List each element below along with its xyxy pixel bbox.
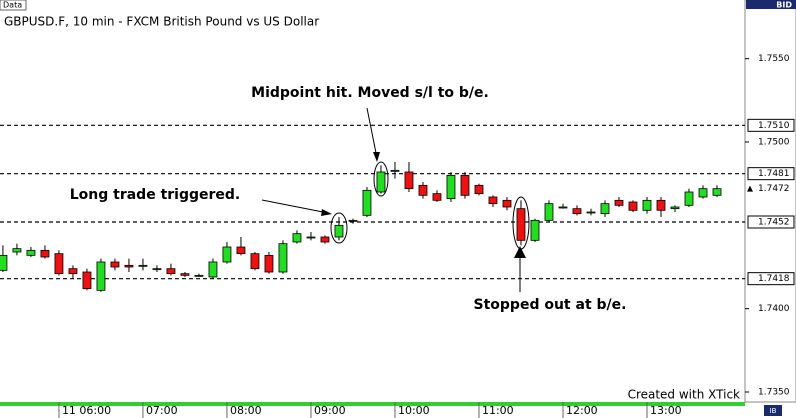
chart-title: GBPUSD.F, 10 min - FXCM British Pound vs… <box>4 15 319 29</box>
highlight-ellipse <box>330 212 348 244</box>
candle-body <box>68 268 78 275</box>
candle-body <box>0 254 8 271</box>
candle-body <box>586 211 596 214</box>
arrow <box>261 199 329 214</box>
candle-body <box>600 203 610 215</box>
level-label: 1.7481 <box>758 169 790 179</box>
candle-body <box>614 199 624 206</box>
x-tick-label: 12:00 <box>566 404 598 417</box>
arrow-head <box>321 209 332 216</box>
candle-body <box>432 193 442 201</box>
candle-body <box>418 184 428 196</box>
last-price-marker <box>747 185 753 192</box>
y-tick-label: 1.7500 <box>758 138 790 148</box>
arrow-head <box>514 246 526 258</box>
x-tick-label: 13:00 <box>650 404 682 417</box>
logo-box <box>764 405 782 416</box>
candle-body <box>656 199 666 211</box>
candle-body <box>628 201 638 211</box>
candle-body <box>572 208 582 215</box>
x-tick-label: 09:00 <box>314 404 346 417</box>
price-type-box <box>746 0 796 9</box>
candle-body <box>446 174 456 200</box>
credit: Created with XTick <box>628 388 740 402</box>
candle-body <box>96 261 106 291</box>
x-tick-label: 07:00 <box>146 404 178 417</box>
candle-body <box>236 246 246 255</box>
last-price-box <box>747 182 795 196</box>
candle-body <box>110 261 120 268</box>
candle-body <box>698 188 708 198</box>
candle-body <box>124 264 134 268</box>
y-tick-label: 1.7550 <box>758 54 790 64</box>
x-tick-label: 11 06:00 <box>62 404 111 417</box>
time-axis-bar <box>0 402 745 406</box>
x-tick-label: 11:00 <box>482 404 514 417</box>
candle-body <box>348 219 358 222</box>
arrow <box>366 107 378 159</box>
y-tick-label: 1.7350 <box>758 388 790 398</box>
header-tab <box>0 0 27 11</box>
level-label-box <box>747 272 795 286</box>
annotation: Long trade triggered. <box>70 187 241 203</box>
candle-body <box>488 196 498 205</box>
level-label: 1.7418 <box>758 274 790 284</box>
candle-body <box>474 184 484 195</box>
x-tick-label: 10:00 <box>398 404 430 417</box>
level-label-box <box>747 215 795 229</box>
candle-body <box>222 246 232 263</box>
candle-body <box>334 224 344 238</box>
candle-body <box>362 189 372 216</box>
candle-body <box>208 261 218 278</box>
header-tab-label: Data <box>3 1 22 10</box>
candle-body <box>544 203 554 221</box>
level-label-box <box>747 118 795 132</box>
candle-body <box>642 199 652 211</box>
candle-body <box>516 208 526 241</box>
candle-body <box>502 199 512 208</box>
candle-body <box>376 171 386 193</box>
candle-body <box>278 243 288 273</box>
annotation: Midpoint hit. Moved s/l to b/e. <box>251 85 489 101</box>
candle-body <box>54 253 64 275</box>
price-axis-panel <box>744 0 796 403</box>
candle-body <box>152 268 162 271</box>
candle-body <box>684 191 694 206</box>
candle-body <box>320 236 330 243</box>
candle-body <box>712 188 722 196</box>
candle-body <box>264 254 274 273</box>
candle-body <box>460 174 470 196</box>
candle-body <box>670 206 680 210</box>
price-type: BID <box>776 1 792 10</box>
last-price-label: 1.7472 <box>758 184 790 194</box>
candle-body <box>12 248 22 253</box>
candle-body <box>166 268 176 275</box>
candle-body <box>558 206 568 209</box>
logo: IB <box>770 407 777 415</box>
candle-body <box>26 249 36 256</box>
candle-body <box>194 274 204 277</box>
candle-body <box>530 219 540 241</box>
y-tick-label: 1.7400 <box>758 304 790 314</box>
annotation: Stopped out at b/e. <box>474 297 627 313</box>
level-label: 1.7510 <box>758 121 790 131</box>
candle-body <box>292 233 302 243</box>
arrow-head <box>373 152 380 162</box>
x-tick-label: 08:00 <box>230 404 262 417</box>
candle-body <box>250 253 260 270</box>
level-label: 1.7452 <box>758 218 790 228</box>
candle-body <box>404 171 414 190</box>
candle-body <box>180 273 190 276</box>
candle-body <box>82 271 92 290</box>
candle-body <box>390 169 400 172</box>
candle-body <box>306 236 316 239</box>
level-label-box <box>747 167 795 181</box>
candle-body <box>138 264 148 267</box>
candle-body <box>40 249 50 258</box>
highlight-ellipse <box>373 161 389 197</box>
